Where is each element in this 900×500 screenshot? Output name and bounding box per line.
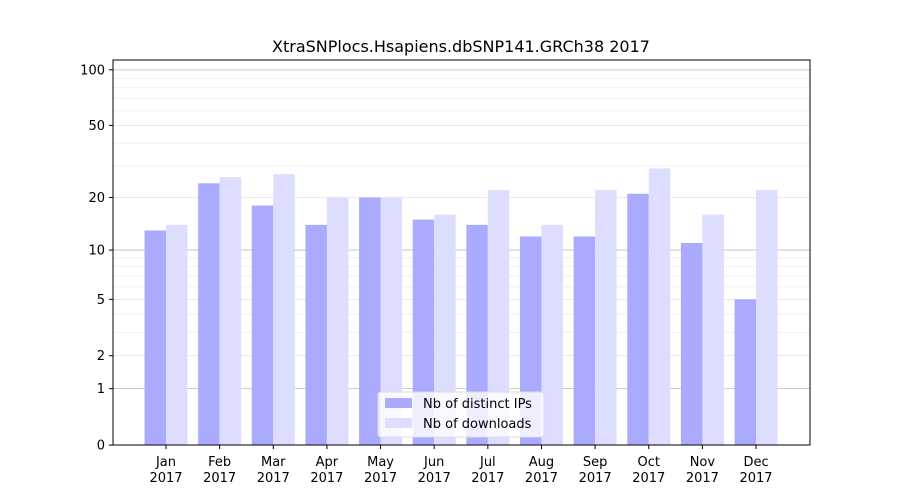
legend-swatch <box>385 398 412 408</box>
y-tick-label: 10 <box>88 244 105 259</box>
legend-swatch <box>385 418 412 428</box>
bar-distinct-ips <box>359 197 381 445</box>
bar-distinct-ips <box>680 243 703 445</box>
legend-label: Nb of downloads <box>423 417 532 432</box>
bar-distinct-ips <box>251 205 274 445</box>
bar-downloads <box>380 197 403 445</box>
bar-downloads <box>434 214 456 445</box>
y-tick-label: 1 <box>97 382 105 397</box>
bar-distinct-ips <box>144 230 166 445</box>
x-tick-label: Feb 2017 <box>203 455 236 486</box>
x-tick-label: Aug 2017 <box>525 455 558 486</box>
y-tick-label: 50 <box>88 119 105 134</box>
y-tick-label: 100 <box>80 63 105 78</box>
bar-downloads <box>756 190 778 445</box>
bar-downloads <box>487 190 510 445</box>
bar-distinct-ips <box>573 236 596 445</box>
bar-downloads <box>702 214 724 445</box>
chart-title: XtraSNPlocs.Hsapiens.dbSNP141.GRCh38 201… <box>272 37 650 56</box>
bar-downloads <box>273 174 295 445</box>
bar-downloads <box>648 168 671 445</box>
x-tick-label: Jul 2017 <box>471 455 504 486</box>
bar-downloads <box>326 197 349 445</box>
bar-downloads <box>541 224 563 445</box>
x-tick-label: Jun 2017 <box>418 455 451 486</box>
y-tick-label: 2 <box>97 349 105 364</box>
bar-downloads <box>219 177 242 445</box>
legend: Nb of distinct IPs Nb of downloads <box>377 391 545 438</box>
x-tick-label: Nov 2017 <box>686 455 719 486</box>
x-tick-label: Oct 2017 <box>632 455 665 486</box>
legend-label: Nb of distinct IPs <box>423 397 532 412</box>
x-tick-label: Dec 2017 <box>739 455 772 486</box>
bar-distinct-ips <box>734 299 757 445</box>
x-tick-label: Apr 2017 <box>310 455 343 486</box>
legend-box <box>377 391 545 438</box>
bar-downloads <box>595 190 617 445</box>
bar-distinct-ips <box>198 183 220 445</box>
x-tick-label: May 2017 <box>364 455 397 486</box>
x-tick-label: Jan 2017 <box>149 455 182 486</box>
y-tick-label: 0 <box>97 439 105 454</box>
axes-frame <box>112 59 811 446</box>
x-tick-label: Mar 2017 <box>257 455 290 486</box>
bar-distinct-ips <box>305 224 327 445</box>
bar-downloads <box>166 224 188 445</box>
bar-distinct-ips <box>627 193 649 445</box>
bar-distinct-ips <box>466 224 488 445</box>
y-tick-label: 5 <box>97 293 105 308</box>
y-tick-label: 20 <box>88 191 105 206</box>
bar-distinct-ips <box>412 219 435 445</box>
x-tick-label: Sep 2017 <box>579 455 612 486</box>
